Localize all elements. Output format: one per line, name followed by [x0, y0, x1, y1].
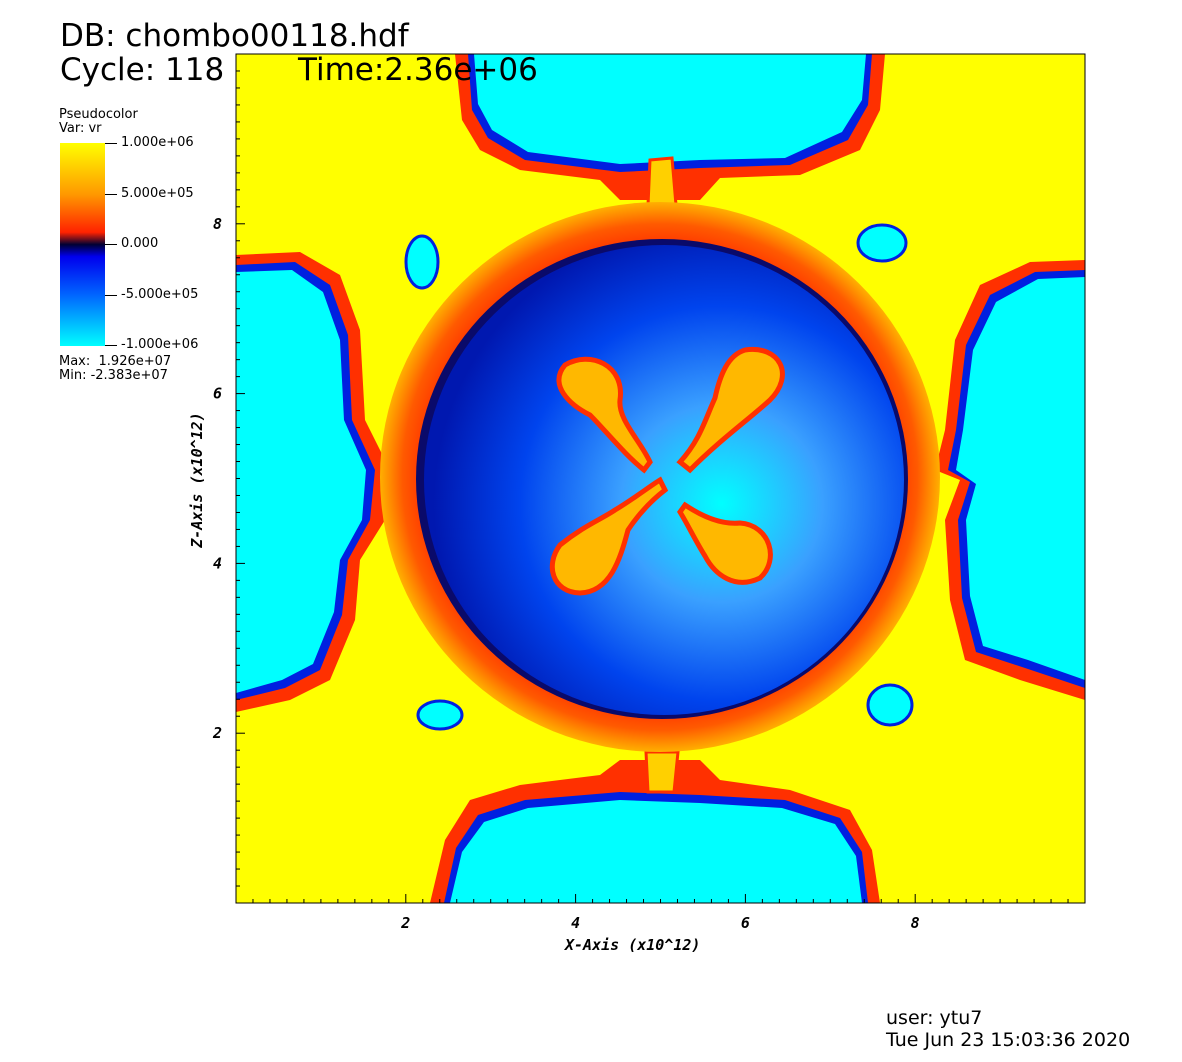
- user-label: user: ytu7: [886, 1007, 983, 1029]
- region-top-jet: [646, 156, 678, 207]
- jet-lower-left: [549, 476, 669, 596]
- y-tick-label: 8: [213, 215, 222, 233]
- central-jets: [549, 346, 785, 596]
- colorbar-tick: [105, 194, 117, 195]
- jet-lower-right: [677, 501, 773, 585]
- colorbar-tick: [105, 244, 117, 245]
- colorbar-tick: [105, 143, 117, 144]
- x-tick-label: 4: [571, 914, 580, 932]
- colorbar-tick: [105, 295, 117, 296]
- y-tick-label: 2: [212, 724, 222, 742]
- region-interior-bubble: [424, 245, 904, 715]
- jet-upper-left: [556, 356, 653, 474]
- x-tick-label: 6: [741, 914, 750, 932]
- colorbar: [60, 143, 105, 346]
- droplet-lower-left: [416, 699, 464, 731]
- jet-upper-right: [676, 346, 785, 474]
- legend-variable: Var: vr: [59, 121, 102, 136]
- z-axis-title: Z-Axis (x10^12): [188, 412, 206, 548]
- droplet-upper-right: [856, 223, 908, 263]
- region-left-lobe: [236, 252, 390, 712]
- legend-max: Max: 1.926e+07: [59, 354, 172, 369]
- x-tick-label: 2: [400, 914, 410, 932]
- region-bottom-jet: [644, 750, 680, 794]
- y-axis-ticks: 2 4 6 8: [212, 70, 245, 887]
- y-tick-label: 6: [213, 385, 222, 403]
- db-label: DB: chombo00118.hdf: [60, 18, 409, 54]
- colorbar-label: 5.000e+05: [121, 186, 194, 201]
- y-tick-label: 4: [213, 554, 222, 572]
- colorbar-tick: [105, 345, 117, 346]
- region-top-lobe: [455, 54, 885, 200]
- date-label: Tue Jun 23 15:03:36 2020: [886, 1029, 1131, 1051]
- colorbar-label: -5.000e+05: [121, 287, 199, 302]
- x-axis-ticks: 2 4 6 8: [252, 894, 1069, 932]
- droplet-lower-right: [866, 683, 914, 727]
- x-axis-title: X-Axis (x10^12): [565, 936, 701, 954]
- time-label: Time:2.36e+06: [298, 52, 538, 88]
- x-tick-label: 8: [911, 914, 920, 932]
- colorbar-label: 1.000e+06: [121, 135, 194, 150]
- legend-title: Pseudocolor: [59, 107, 138, 122]
- field-image: [236, 54, 1085, 903]
- colorbar-label: -1.000e+06: [121, 337, 199, 352]
- droplet-upper-left: [404, 234, 440, 290]
- cycle-label: Cycle: 118: [60, 52, 225, 88]
- region-bottom-lobe: [430, 760, 880, 903]
- legend-min: Min: -2.383e+07: [59, 368, 168, 383]
- region-right-lobe: [935, 260, 1085, 700]
- colorbar-label: 0.000: [121, 236, 159, 251]
